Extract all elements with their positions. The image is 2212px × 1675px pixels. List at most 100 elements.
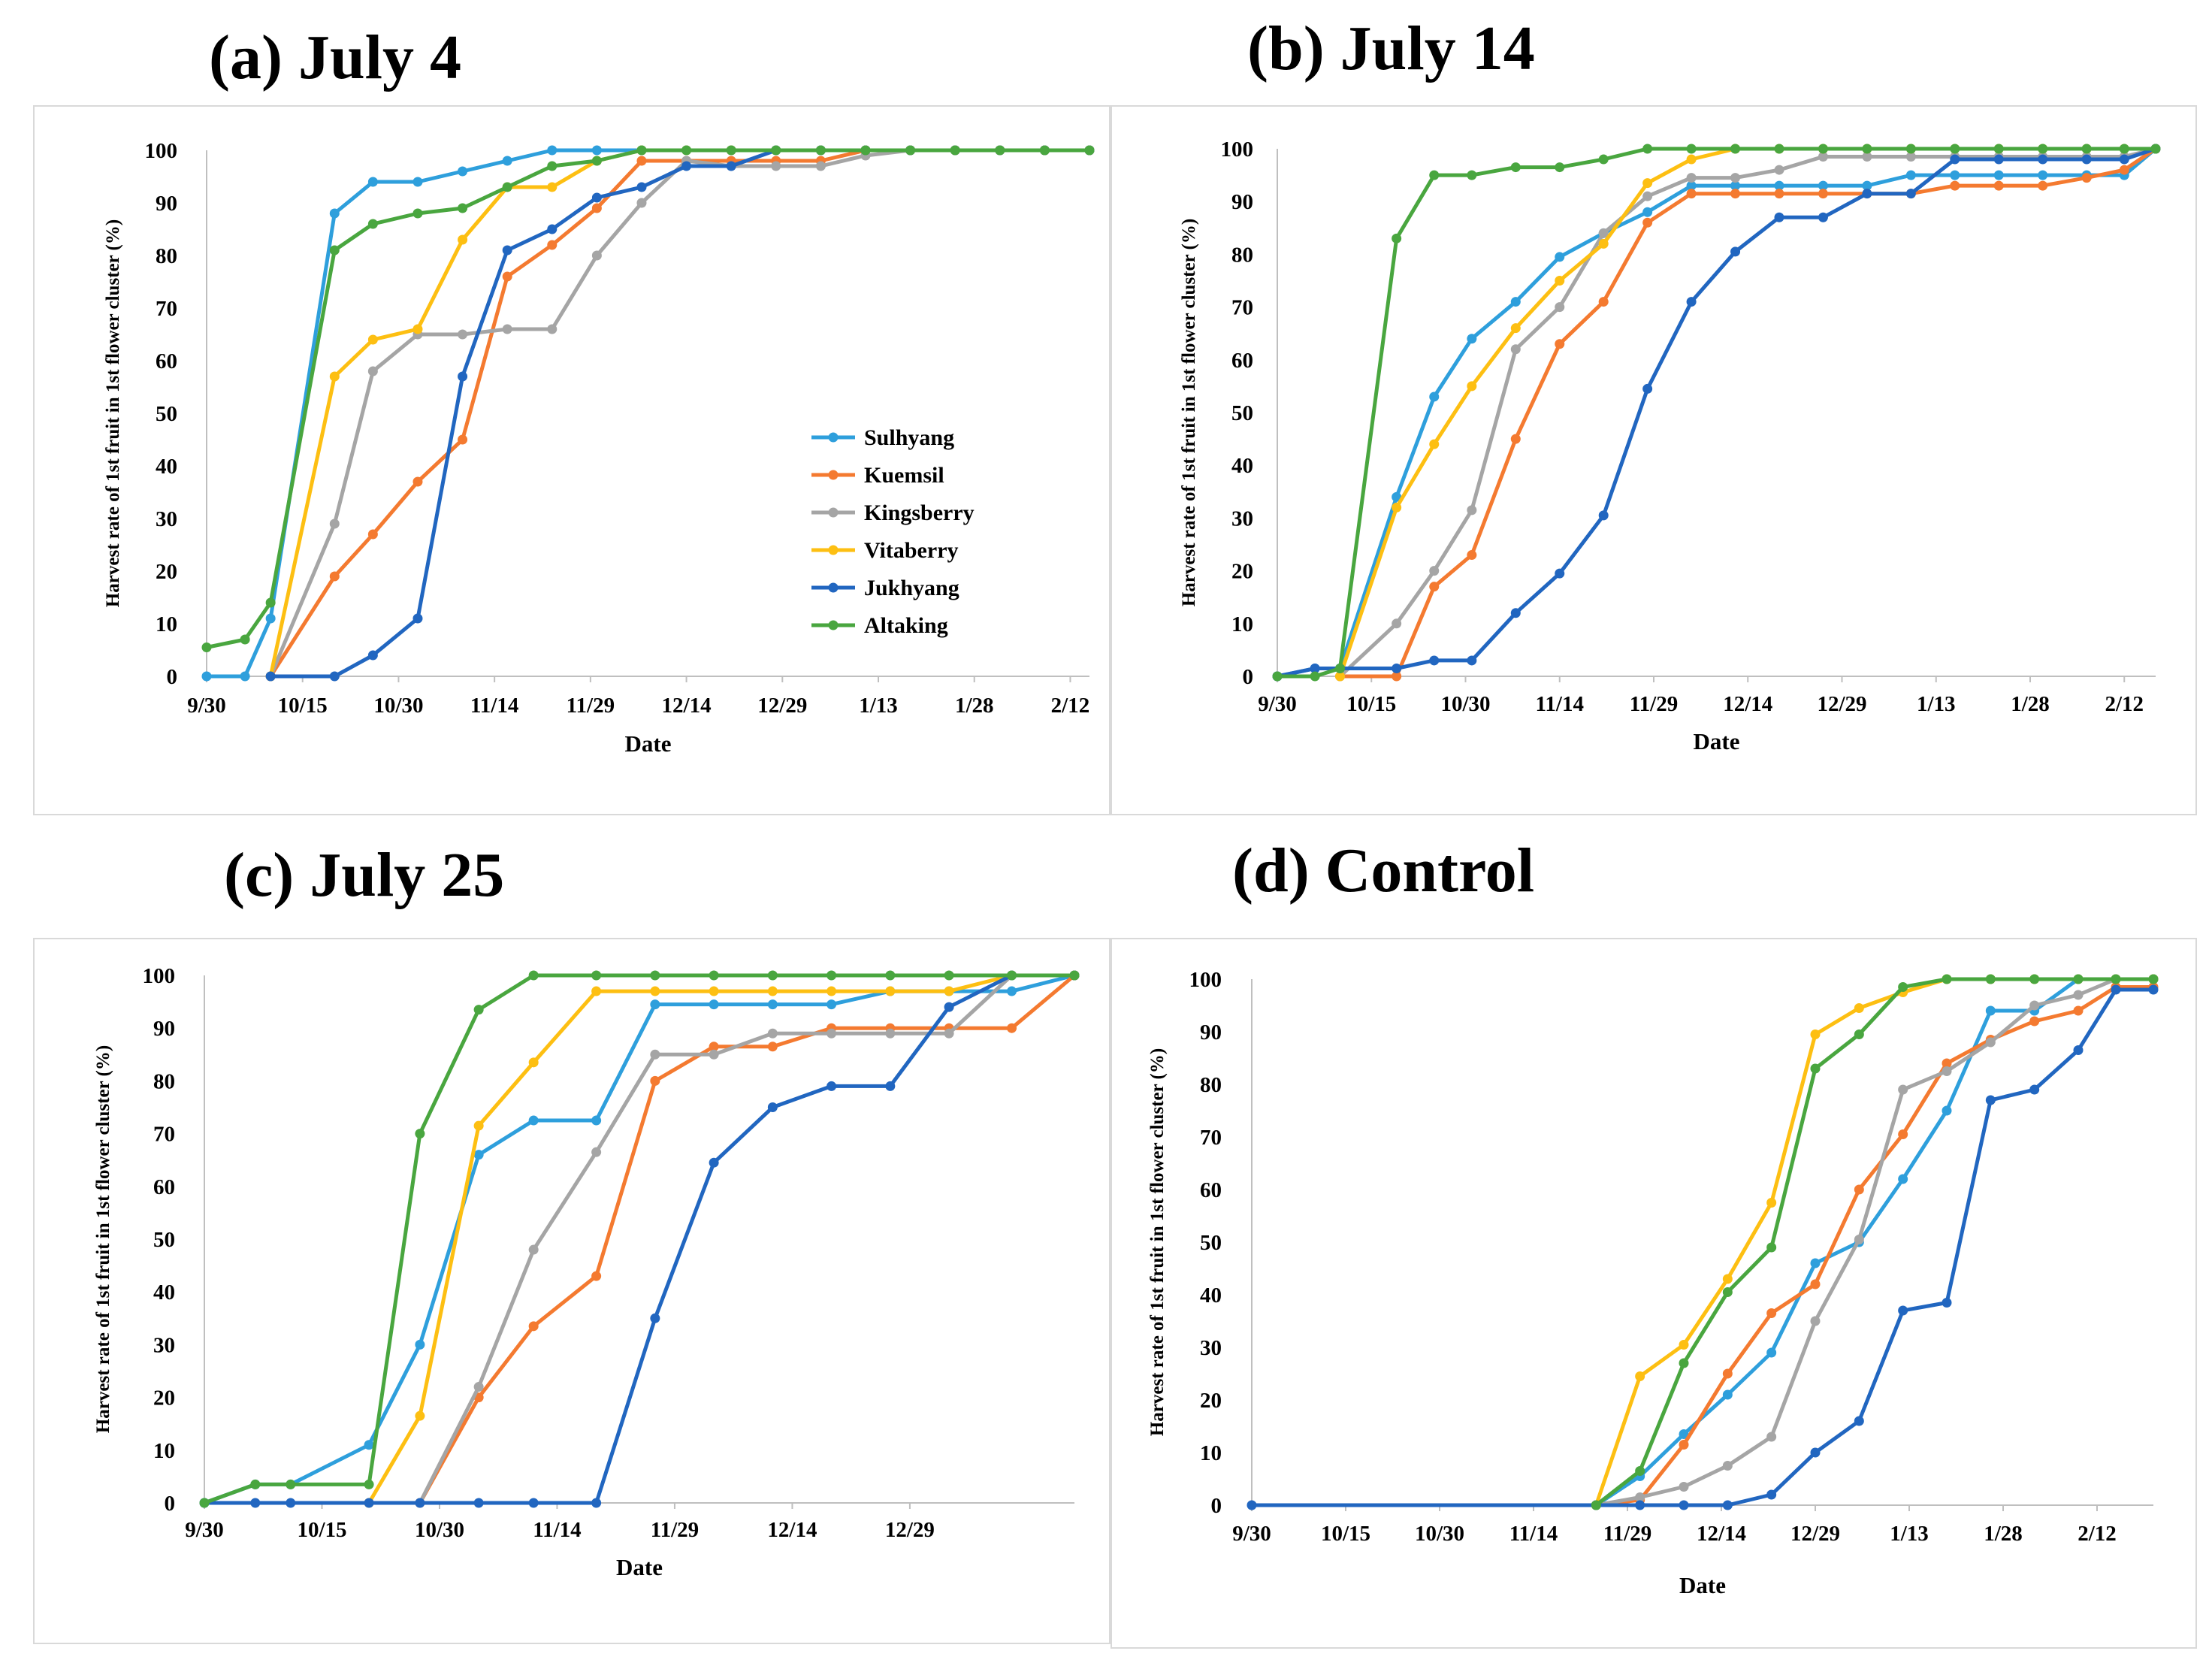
panel-a-xtick-10-15: 10/15: [278, 694, 328, 718]
panel-c-series-jukhyang-line: [204, 973, 1074, 1505]
panel-d-altaking-point-4: [1722, 1287, 1733, 1297]
panel-c-vitaberry-point-7: [591, 986, 602, 996]
panel-d-kuemsil-point-7: [1854, 1184, 1864, 1195]
panel-d-altaking-point-3: [1679, 1358, 1689, 1368]
panel-b-ytick-50: 50: [1231, 401, 1253, 425]
panel-a-kingsberry-point-6: [458, 329, 468, 340]
panel-d-ytick-70: 70: [1200, 1126, 1222, 1150]
panel-c-altaking-point-6: [528, 970, 539, 981]
panel-b-kingsberry-point-15: [1905, 152, 1916, 162]
panel-b-altaking-point-15: [1905, 144, 1916, 154]
panel-d-jukhyang-point-14: [2148, 984, 2159, 995]
panel-d-altaking-point-12: [2073, 974, 2084, 984]
panel-d-jukhyang-point-4: [1722, 1500, 1733, 1510]
panel-c-kingsberry-point-8: [650, 1049, 660, 1060]
panel-c-sulhyang-point-3: [364, 1440, 374, 1450]
panel-b-xtick-1-28: 1/28: [2011, 692, 2050, 716]
panel-d-xtick-12-14: 12/14: [1697, 1522, 1746, 1546]
panel-c-sulhyang-point-7: [591, 1115, 602, 1126]
panel-a-altaking-point-14: [815, 145, 826, 156]
panel-b-sulhyang-point-7: [1555, 252, 1565, 262]
panel-b-sulhyang-point-18: [2038, 170, 2048, 180]
panel-a-ytick-20: 20: [156, 560, 177, 584]
panel-c-sulhyang-point-9: [709, 999, 719, 1010]
panel-b-xtick-12-14: 12/14: [1723, 692, 1772, 716]
panel-a-series-kuemsil-line: [268, 148, 1089, 678]
panel-b-kingsberry-point-4: [1429, 566, 1440, 576]
panel-c-xtick-9-30: 9/30: [185, 1518, 224, 1542]
legend-vitaberry-label: Vitaberry: [864, 538, 959, 563]
panel-b-altaking-point-11: [1730, 144, 1741, 154]
panel-c-sulhyang-point-8: [650, 999, 660, 1010]
panel-a-title: (a) July 4: [209, 23, 461, 92]
panel-d-ytick-10: 10: [1200, 1441, 1222, 1465]
panel-b-jukhyang-point-20: [2119, 154, 2129, 165]
panel-d-series-jukhyang-line: [1252, 987, 2153, 1507]
panel-a-altaking-point-11: [681, 145, 692, 156]
panel-d-title: (d) Control: [1232, 836, 1535, 906]
panel-b-jukhyang-point-7: [1555, 568, 1565, 579]
panel-a-jukhyang-point-9: [591, 192, 602, 203]
panel-b-sulhyang-point-17: [1993, 170, 2004, 180]
panel-d-altaking-point-13: [2111, 974, 2121, 984]
panel-a-vitaberry-point-8: [547, 182, 558, 192]
panel-d-kingsberry-point-4: [1722, 1461, 1733, 1471]
panel-d-kingsberry-point-5: [1766, 1432, 1777, 1442]
panel-b-y-label: Harvest rate of 1st fruit in 1st flower …: [1179, 219, 1199, 606]
panel-d-jukhyang-point-2: [1635, 1500, 1645, 1510]
panel-b-xtick-11-29: 11/29: [1630, 692, 1678, 716]
panel-d-jukhyang-point-7: [1854, 1416, 1864, 1426]
legend-sulhyang-label: Sulhyang: [864, 425, 954, 450]
panel-a-sulhyang-point-1: [240, 671, 250, 682]
panel-d-kuemsil-point-5: [1766, 1308, 1777, 1318]
panel-d-altaking-point-1: [1591, 1500, 1601, 1510]
panel-d-kuemsil-point-6: [1810, 1279, 1821, 1290]
panel-a-xtick-11-29: 11/29: [567, 694, 615, 718]
panel-d-xtick-2-12: 2/12: [2078, 1522, 2117, 1546]
panel-b-kuemsil-point-7: [1555, 339, 1565, 349]
panel-b-kuemsil-point-4: [1429, 582, 1440, 592]
panel-c-vitaberry-point-12: [885, 986, 896, 996]
panel-d-jukhyang-point-10: [1985, 1095, 1996, 1105]
panel-d-kuemsil-point-4: [1722, 1368, 1733, 1379]
panel-d-kingsberry-point-11: [2029, 1000, 2040, 1011]
panel-b-kuemsil-point-20: [2119, 165, 2129, 175]
panel-a-kingsberry-point-8: [547, 324, 558, 334]
panel-d-kuemsil-point-9: [1942, 1058, 1952, 1069]
panel-b-jukhyang-point-3: [1392, 663, 1402, 673]
panel-c-sulhyang-point-6: [528, 1115, 539, 1126]
panel-c-ytick-40: 40: [153, 1280, 175, 1305]
panel-b-sulhyang-point-14: [1862, 180, 1872, 191]
panel-b-kuemsil-point-5: [1467, 550, 1477, 561]
panel-c-jukhyang-point-10: [767, 1102, 778, 1112]
panel-b-jukhyang-point-14: [1862, 189, 1872, 199]
panel-a-jukhyang-point-6: [458, 371, 468, 382]
panel-d-vitaberry-point-3: [1679, 1340, 1689, 1350]
panel-d-sulhyang-point-5: [1766, 1347, 1777, 1358]
panel-c-jukhyang-point-6: [528, 1498, 539, 1508]
panel-d-ytick-20: 20: [1200, 1389, 1222, 1413]
panel-d-jukhyang-point-5: [1766, 1489, 1777, 1500]
panel-b-ytick-0: 0: [1243, 665, 1254, 689]
panel-a-altaking-point-4: [367, 219, 378, 229]
panel-c-series-altaking-line: [204, 973, 1074, 1505]
panel-d-xtick-10-15: 10/15: [1321, 1522, 1370, 1546]
panel-d-jukhyang-point-11: [2029, 1084, 2040, 1095]
panel-a-kingsberry-point-14: [815, 161, 826, 171]
panel-b-kingsberry-point-9: [1642, 191, 1653, 201]
panel-a-jukhyang-point-10: [636, 182, 647, 192]
panel-b-altaking-point-2: [1335, 663, 1345, 673]
panel-b-sulhyang-point-16: [1950, 170, 1960, 180]
panel-c-title: (c) July 25: [224, 840, 505, 910]
panel-b-sulhyang-point-3: [1392, 491, 1402, 502]
panel-c-kingsberry-point-9: [709, 1049, 719, 1060]
panel-b-jukhyang-point-10: [1686, 297, 1697, 307]
panel-b-kingsberry-point-5: [1467, 505, 1477, 516]
panel-d-altaking-point-10: [1985, 974, 1996, 984]
panel-b-series-altaking-line: [1277, 147, 2156, 679]
panel-c-kingsberry-point-7: [591, 1147, 602, 1157]
panel-c-altaking-point-9: [709, 970, 719, 981]
panel-a-kingsberry-point-7: [502, 324, 512, 334]
legend-vitaberry-marker: [828, 545, 839, 555]
panel-c-sulhyang-point-4: [415, 1339, 425, 1350]
